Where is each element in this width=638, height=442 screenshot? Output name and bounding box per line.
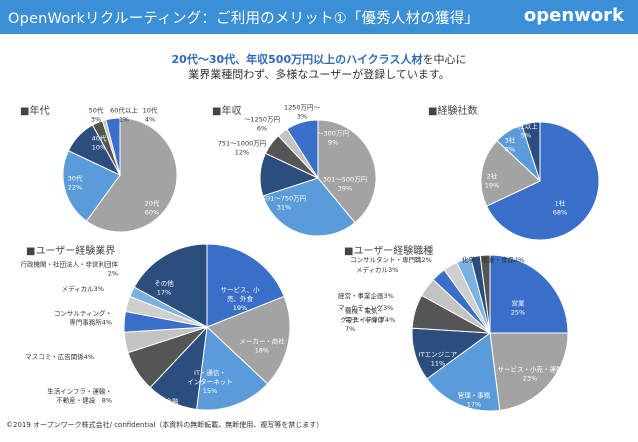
companies-pie: [480, 121, 600, 241]
chart-title-age: ■年代: [20, 106, 50, 117]
lead-rest: を中心に: [422, 53, 467, 66]
job-label-3: ITエンジニア 11%: [419, 351, 458, 368]
industry-label-5: マスコミ・広告関係4%: [25, 352, 94, 361]
lead-accent: 20代〜30代、年収500万円以上のハイクラス人材: [171, 53, 423, 66]
industry-label-6: コンサルティング・専門事務所4%: [54, 309, 112, 327]
income-label-5: 〜300万円 9%: [317, 130, 349, 147]
age-label-4: 60代以上 1%: [110, 106, 138, 124]
companies-label-3: 4社以上 5%: [514, 122, 538, 140]
job-label-6: マーケティング3%: [338, 303, 393, 312]
income-label-0: 301〜500万円 39%: [323, 176, 367, 193]
industry-label-2: IT・通信・インターネット 15%: [187, 368, 233, 395]
income-label-4: 1250万円〜 3%: [284, 104, 321, 121]
job-label-2: 管理・事務 17%: [458, 391, 491, 409]
job-label-10: 化学・繊維・食品2%: [462, 255, 524, 264]
age-slice-0: [85, 117, 178, 233]
companies-label-2: 3社 8%: [505, 136, 516, 154]
industry-slice-9: [133, 243, 208, 328]
job-slice-10: [479, 254, 491, 334]
chart-title-income: ■年収: [212, 106, 242, 117]
income-slice-1: [262, 177, 356, 237]
footer-copyright: ©2019 オープンワーク株式会社/ confidential（本資料の無断転載…: [6, 421, 324, 429]
industry-label-9: その他 17%: [154, 279, 174, 297]
industry-label-7: メディカル3%: [62, 284, 104, 293]
job-slice-1: [489, 332, 569, 411]
industry-pie: [123, 243, 291, 411]
companies-label-1: 2社 19%: [485, 172, 499, 190]
income-label-3: 〜1250万円 6%: [244, 116, 280, 133]
lead-line2: 業界業種問わず、多様なユーザーが登録しています。: [188, 68, 450, 81]
job-slice-0: [489, 254, 569, 334]
job-pie: [411, 254, 569, 412]
job-label-4: 機械・電気・電子・半導体 7%: [345, 306, 385, 333]
chart-title-industry: ■ユーザー経験業界: [26, 246, 116, 257]
job-slice-2: [426, 332, 501, 412]
job-label-8: メディカル3%: [356, 265, 398, 274]
job-label-0: 営業 25%: [511, 299, 525, 317]
industry-label-0: サービス、小売、外食 19%: [221, 285, 261, 312]
income-pie: [259, 119, 377, 237]
income-slice-5: [286, 119, 319, 180]
companies-label-0: 1社 68%: [553, 199, 567, 217]
industry-label-4: 生活インフラ・運輸・不動産・建設 8%: [47, 387, 112, 405]
openwork-logo: openwork: [523, 5, 624, 26]
job-label-1: サービス・小売・運輸 23%: [498, 365, 564, 383]
companies-slice-1: [480, 139, 541, 207]
industry-slice-0: [206, 243, 285, 328]
age-label-1: 30代 22%: [68, 174, 83, 192]
age-label-5: 10代 4%: [143, 106, 158, 124]
income-label-1: 501〜750万円 31%: [262, 195, 306, 212]
companies-slice-3: [521, 121, 541, 182]
chart-title-companies: ■経験社数: [428, 106, 478, 117]
job-label-5: クリエイティブ4%: [340, 315, 395, 324]
industry-label-1: メーカー・商社 18%: [239, 337, 285, 355]
chart-title-job: ■ユーザー経験職種: [344, 246, 434, 257]
job-label-7: 経営・事業企画3%: [338, 291, 394, 300]
industry-slice-1: [206, 295, 291, 385]
companies-slice-0: [485, 121, 600, 241]
income-label-2: 751〜1000万円 12%: [218, 140, 266, 157]
industry-slice-2: [196, 325, 269, 411]
industry-label-8: 行政機関・社団法人・非営利団体 2%: [21, 260, 119, 278]
age-pie: [62, 117, 178, 233]
age-slice-5: [105, 117, 121, 176]
age-label-3: 50代 3%: [89, 106, 104, 124]
page-title: OpenWorkリクルーティング：ご利用のメリット①「優秀人材の獲得」: [8, 11, 480, 27]
job-label-9: コンサルタント・専門職2%: [350, 255, 432, 264]
age-label-2: 40代 10%: [92, 134, 107, 152]
lead-text: 20代〜30代、年収500万円以上のハイクラス人材を中心に 業界業種問わず、多様…: [0, 52, 638, 82]
header-bar: OpenWorkリクルーティング：ご利用のメリット①「優秀人材の獲得」 open…: [0, 0, 638, 34]
age-label-0: 20代 60%: [145, 199, 160, 217]
industry-label-3: 金融 10%: [165, 397, 179, 415]
income-slice-0: [317, 119, 377, 224]
